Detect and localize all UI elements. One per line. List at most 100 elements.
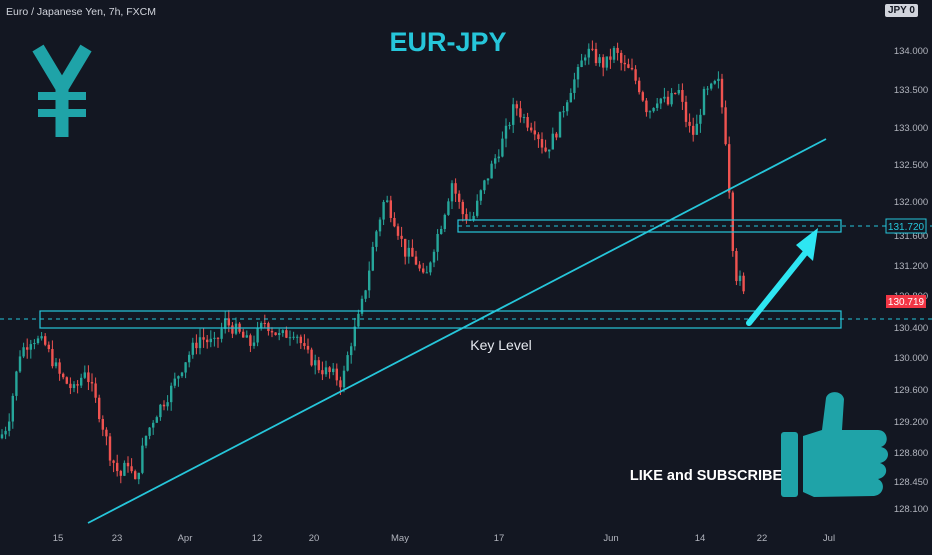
x-tick-label: Apr xyxy=(178,533,193,544)
candle xyxy=(252,335,256,349)
candle xyxy=(148,426,151,440)
candle xyxy=(378,217,382,237)
candle xyxy=(717,71,720,89)
candle xyxy=(515,100,518,116)
candle xyxy=(119,469,122,484)
candle xyxy=(328,366,331,379)
candle xyxy=(288,330,292,346)
candle xyxy=(227,310,230,333)
candle xyxy=(72,381,76,393)
candle xyxy=(80,373,83,389)
candle xyxy=(177,375,180,387)
candle xyxy=(69,377,72,395)
candle xyxy=(357,309,360,328)
candle xyxy=(346,351,349,372)
candle xyxy=(263,314,266,329)
candle xyxy=(231,321,234,339)
x-tick-label: May xyxy=(391,533,409,544)
candle xyxy=(569,88,572,103)
candle xyxy=(699,108,702,133)
candle xyxy=(540,132,544,154)
candle xyxy=(65,376,68,385)
y-tick-label: 134.000 xyxy=(894,46,928,57)
candle xyxy=(368,261,371,298)
candle xyxy=(170,382,173,411)
candle xyxy=(112,459,115,473)
candle xyxy=(256,321,259,347)
candle xyxy=(15,370,18,401)
candle xyxy=(605,56,608,71)
candle xyxy=(249,333,252,353)
x-axis[interactable]: 15 23 Apr 12 20 May 17 Jun 14 22 Jul xyxy=(53,533,835,544)
candle xyxy=(436,229,439,261)
cta-text: LIKE and SUBSCRIBE xyxy=(630,468,783,484)
candle xyxy=(274,332,277,336)
x-tick-label: 23 xyxy=(112,533,123,544)
candle xyxy=(576,64,580,88)
candle xyxy=(508,122,511,130)
candle xyxy=(310,347,313,367)
candle xyxy=(681,83,684,110)
candle xyxy=(144,435,148,449)
candle xyxy=(411,239,414,257)
candle xyxy=(486,178,490,185)
candle xyxy=(324,360,328,377)
candle xyxy=(278,328,281,341)
candle xyxy=(742,272,745,295)
candle xyxy=(483,179,486,194)
candle xyxy=(76,380,79,394)
candle xyxy=(566,99,569,116)
candle xyxy=(242,328,245,338)
candle xyxy=(314,354,317,375)
candle xyxy=(220,322,223,343)
candle xyxy=(260,321,263,331)
candle xyxy=(519,100,522,123)
candle xyxy=(627,58,630,69)
candle xyxy=(396,223,400,240)
y-tick-label: 130.000 xyxy=(894,353,928,364)
candle xyxy=(656,97,659,111)
candle xyxy=(602,54,605,77)
candle xyxy=(512,97,515,133)
candle xyxy=(191,337,194,359)
candle xyxy=(710,82,713,91)
candle xyxy=(98,394,101,423)
candle xyxy=(393,212,396,228)
candle xyxy=(497,149,500,163)
candle xyxy=(29,339,32,359)
candle xyxy=(695,114,698,135)
currency-badge[interactable]: JPY 0 xyxy=(884,4,918,17)
candle xyxy=(321,361,324,381)
candle xyxy=(688,113,691,133)
candle xyxy=(454,178,457,202)
candle xyxy=(364,289,367,303)
candle xyxy=(375,229,378,252)
candle xyxy=(18,350,22,373)
y-tick-label: 132.000 xyxy=(894,197,928,208)
candle xyxy=(270,327,274,338)
candle xyxy=(479,189,482,205)
trend-line[interactable] xyxy=(87,138,827,524)
candle xyxy=(386,195,389,203)
candle xyxy=(548,149,551,159)
current-price-tag-text: 130.719 xyxy=(888,297,925,308)
candle xyxy=(447,198,450,216)
candle xyxy=(522,113,526,124)
candle xyxy=(36,335,40,345)
y-tick-label: 128.450 xyxy=(894,477,928,488)
candle xyxy=(173,372,176,389)
candle xyxy=(22,342,25,359)
y-axis[interactable]: 134.000 133.500 133.000 132.500 132.000 131.6… xyxy=(894,46,928,515)
symbol-description[interactable]: Euro / Japanese Yen, 7h, FXCM xyxy=(6,6,157,18)
candle xyxy=(645,97,648,117)
candle xyxy=(425,265,428,274)
x-tick-label: Jun xyxy=(603,533,618,544)
candle xyxy=(299,334,302,349)
candle xyxy=(44,333,47,347)
candle xyxy=(652,107,655,113)
candle xyxy=(353,317,356,351)
candle xyxy=(418,261,421,272)
candle xyxy=(461,199,464,222)
